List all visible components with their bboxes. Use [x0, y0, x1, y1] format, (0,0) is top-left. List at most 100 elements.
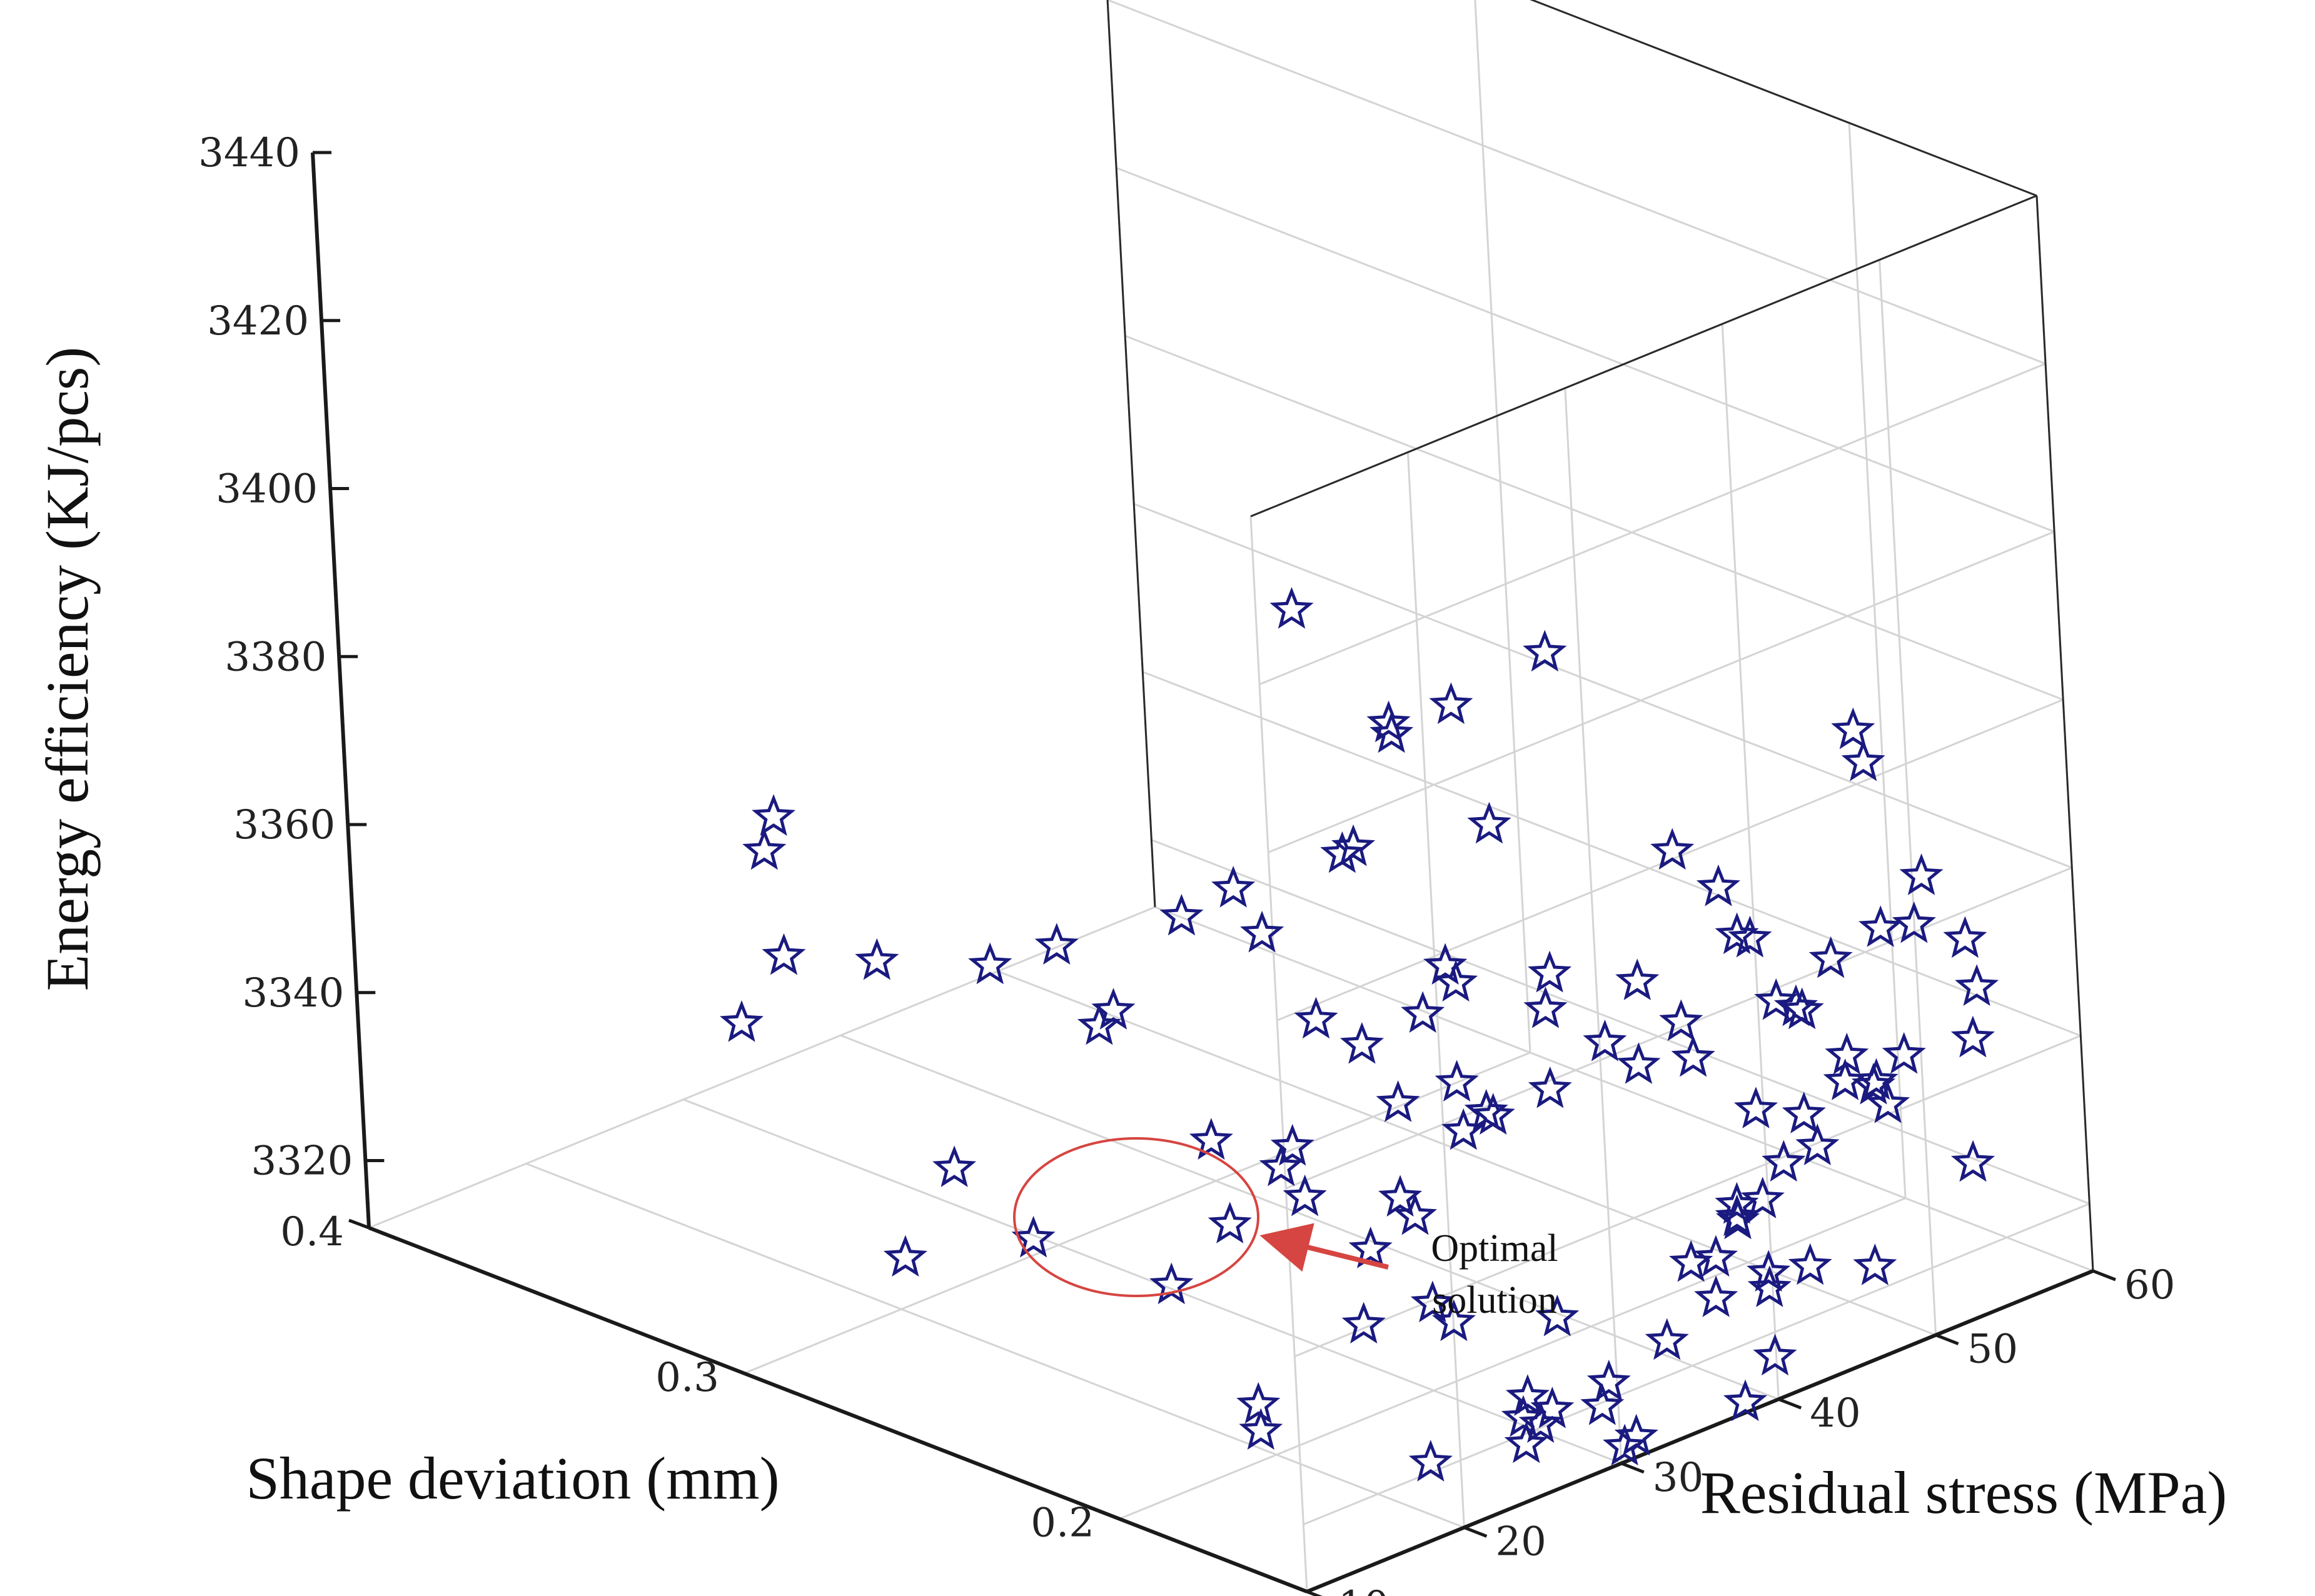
star-point: [1616, 1042, 1661, 1084]
star-point: [1693, 1235, 1738, 1277]
star-point: [1882, 1031, 1926, 1074]
grid-line: [1142, 671, 2081, 1037]
star-point: [1723, 1379, 1767, 1422]
star-point: [1341, 1302, 1386, 1344]
star-point: [1435, 1060, 1479, 1102]
grid-line: [1530, 0, 2037, 197]
z-tick-label: 3380: [224, 634, 326, 680]
star-point: [1754, 978, 1798, 1020]
grid-line: [1879, 259, 1937, 1335]
star-point: [1283, 1174, 1327, 1217]
star-point: [1728, 915, 1772, 958]
star-point: [1671, 1035, 1715, 1077]
x-axis: [368, 1226, 1308, 1593]
star-point: [1208, 1202, 1252, 1243]
star-point: [1650, 828, 1695, 870]
grid-line: [1116, 167, 2055, 533]
star-point: [1091, 988, 1136, 1030]
optimal-solution-annotation: Optimal solution: [1013, 1137, 1558, 1322]
y-tick-label: 30: [1653, 1455, 1703, 1501]
star-point: [1471, 1093, 1515, 1135]
star-point: [1950, 1140, 1995, 1182]
star-point: [1747, 1250, 1791, 1292]
star-point: [1899, 853, 1944, 895]
x-tick-label: 0.2: [1031, 1500, 1094, 1547]
x-tick: [911, 1437, 932, 1448]
star-point: [1504, 1421, 1548, 1463]
grid-layer: [368, 0, 2094, 1593]
star-point: [1236, 1382, 1281, 1424]
star-point: [1393, 1193, 1438, 1235]
grid-line: [1107, 0, 2046, 365]
data-points: [720, 586, 1999, 1482]
grid-line: [744, 1051, 1531, 1375]
star-point: [1943, 916, 1987, 958]
star-point: [968, 942, 1012, 985]
y-tick: [1306, 1590, 1323, 1596]
star-point: [1853, 1243, 1897, 1285]
x-tick: [1286, 1582, 1308, 1593]
y-tick-label: 50: [1967, 1327, 2018, 1373]
star-point: [1433, 960, 1478, 1002]
star-point: [1715, 912, 1759, 955]
grid-line: [1154, 906, 2094, 1272]
star-point: [1269, 586, 1314, 629]
grid-line: [1474, 0, 1531, 1053]
x-tick: [348, 1218, 370, 1230]
x-tick-label: 0.4: [280, 1209, 344, 1255]
star-point: [1467, 801, 1511, 844]
star-point: [1348, 1227, 1393, 1268]
star-point: [1825, 1032, 1869, 1075]
star-point: [1378, 1175, 1423, 1217]
z-axis-title: Energy efficiency (KJ/pcs): [34, 347, 101, 991]
star-point: [1583, 1019, 1627, 1061]
z-tick-label: 3360: [233, 802, 335, 848]
star-point: [1320, 831, 1364, 873]
star-point: [1429, 682, 1473, 725]
grid-line: [1151, 839, 2090, 1205]
star-point: [1715, 1194, 1759, 1237]
star-point: [1603, 1423, 1647, 1466]
star-point: [1339, 1021, 1384, 1064]
star-point: [1259, 1144, 1303, 1187]
star-point: [1788, 1243, 1832, 1285]
grid-line: [525, 1163, 1465, 1528]
star-point: [1401, 991, 1445, 1033]
star-point: [1189, 1118, 1233, 1160]
star-point: [742, 828, 787, 870]
star-point: [1669, 1240, 1713, 1282]
optimal-solution-circle: [1013, 1137, 1259, 1297]
star-point: [1505, 1374, 1550, 1416]
star-point: [1441, 1108, 1486, 1150]
grid-line: [1249, 516, 1308, 1592]
star-point: [1865, 1081, 1910, 1123]
grid-line: [1285, 866, 2072, 1190]
y-tick: [1778, 1397, 1802, 1410]
y-tick: [1620, 1462, 1645, 1474]
star-point: [1773, 984, 1818, 1026]
y-tick: [1463, 1526, 1488, 1538]
grid-line: [368, 906, 1156, 1229]
star-point: [1851, 1063, 1896, 1105]
x-tick: [1099, 1510, 1120, 1520]
grid-line: [840, 1034, 1779, 1400]
star-point: [1369, 711, 1414, 753]
star-point: [1523, 630, 1567, 672]
star-point: [1696, 864, 1740, 906]
star-point: [1854, 1058, 1899, 1100]
z-tick-label: 3340: [242, 970, 344, 1016]
star-point: [762, 933, 806, 975]
star-point: [1614, 1413, 1658, 1456]
star-point: [1808, 936, 1853, 978]
star-point: [1782, 1092, 1826, 1133]
star-point: [932, 1145, 977, 1187]
star-point: [1615, 958, 1660, 1000]
box-edge: [2035, 195, 2094, 1272]
y-tick: [2092, 1269, 2116, 1282]
star-point: [883, 1235, 927, 1277]
grid-line: [1133, 503, 2072, 869]
z-axis: [311, 152, 371, 1228]
optimal-solution-arrow: [1259, 1223, 1389, 1272]
z-tick-label: 3440: [198, 130, 300, 176]
z-tick-label: 3320: [251, 1138, 353, 1185]
